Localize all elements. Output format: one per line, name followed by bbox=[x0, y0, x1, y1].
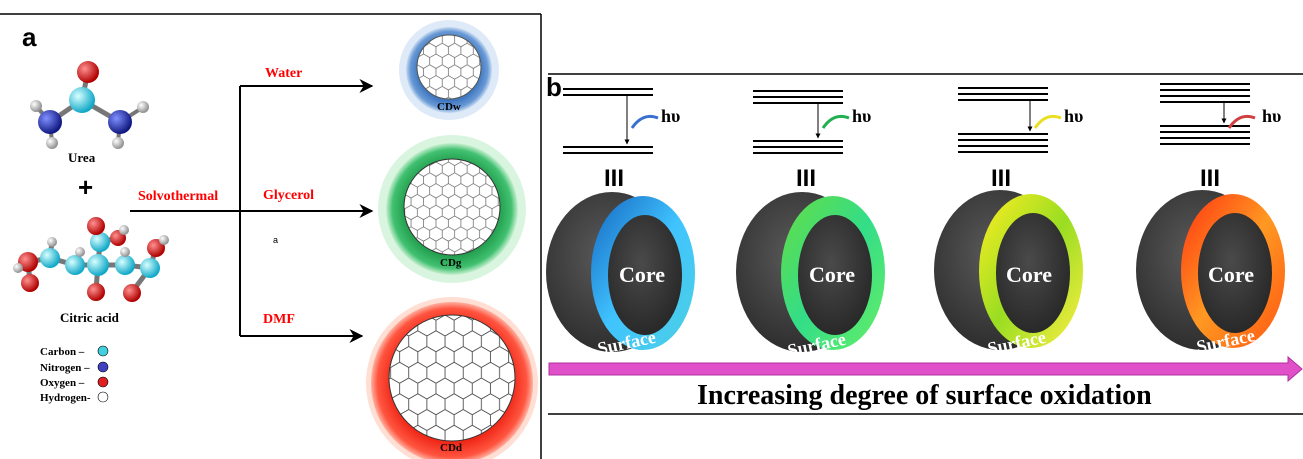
panel-a: a Urea + bbox=[0, 13, 542, 459]
citric-acid-molecule-icon bbox=[13, 217, 169, 302]
product-label-cdw: CDw bbox=[437, 101, 461, 113]
particle-3 bbox=[934, 190, 1083, 350]
particle-4 bbox=[1136, 190, 1285, 350]
legend-label-carbon: Carbon – bbox=[40, 346, 85, 358]
product-label-cdg: CDg bbox=[440, 257, 462, 269]
legend-swatch-oxygen bbox=[97, 376, 109, 388]
citric-acid-label: Citric acid bbox=[60, 310, 120, 325]
energy-diagram-4 bbox=[1160, 83, 1250, 145]
carbon-dot-dmf bbox=[366, 297, 538, 459]
emission-wave-4 bbox=[1227, 114, 1256, 129]
oxidation-arrow bbox=[548, 355, 1303, 383]
legend-label-hydrogen: Hydrogen- bbox=[40, 392, 91, 404]
legend-swatch-carbon bbox=[97, 345, 109, 357]
product-label-cdd: CDd bbox=[440, 442, 462, 454]
legend-label-nitrogen: Nitrogen – bbox=[40, 362, 90, 374]
panel-a-label: a bbox=[22, 22, 37, 52]
solvent-label-dmf: DMF bbox=[263, 312, 295, 327]
legend-swatch-nitrogen bbox=[97, 361, 109, 373]
symbol-1: III bbox=[604, 165, 624, 192]
core-label-3: Core bbox=[1006, 262, 1052, 287]
photon-label-3: hυ bbox=[1064, 106, 1083, 126]
urea-molecule-icon bbox=[30, 61, 149, 149]
photon-label-2: hυ bbox=[852, 106, 871, 126]
core-label-4: Core bbox=[1208, 262, 1254, 287]
carbon-dot-glycerol bbox=[378, 135, 526, 283]
photon-label-4: hυ bbox=[1262, 106, 1281, 126]
oxidation-caption: Increasing degree of surface oxidation bbox=[697, 380, 1152, 411]
panel-b-label: b bbox=[546, 72, 562, 102]
legend-label-oxygen: Oxygen – bbox=[40, 377, 85, 389]
energy-diagram-3 bbox=[958, 87, 1048, 153]
energy-diagram-1 bbox=[563, 88, 653, 154]
solvent-label-water: Water bbox=[265, 66, 302, 81]
panel-b: b hυ III hυ III hυ III bbox=[546, 72, 1303, 415]
plus-sign: + bbox=[78, 172, 93, 202]
stray-mark: a bbox=[273, 235, 278, 245]
photon-label-1: hυ bbox=[661, 106, 680, 126]
energy-diagram-2 bbox=[753, 90, 843, 154]
urea-label: Urea bbox=[68, 150, 96, 165]
method-label: Solvothermal bbox=[138, 189, 218, 204]
carbon-dot-water bbox=[399, 20, 499, 120]
symbol-4: III bbox=[1200, 165, 1220, 192]
core-label-2: Core bbox=[809, 262, 855, 287]
reaction-arrows bbox=[130, 79, 374, 343]
core-label-1: Core bbox=[619, 262, 665, 287]
symbol-3: III bbox=[991, 165, 1011, 192]
emission-wave-2 bbox=[821, 114, 850, 129]
emission-wave-1 bbox=[630, 114, 659, 129]
atom-legend: Carbon – Nitrogen – Oxygen – Hydrogen- bbox=[40, 345, 109, 404]
particle-1 bbox=[546, 192, 695, 352]
legend-swatch-hydrogen bbox=[97, 391, 109, 403]
particle-2 bbox=[736, 192, 885, 352]
emission-wave-3 bbox=[1033, 114, 1062, 129]
solvent-label-glycerol: Glycerol bbox=[263, 188, 314, 203]
symbol-2: III bbox=[796, 165, 816, 192]
